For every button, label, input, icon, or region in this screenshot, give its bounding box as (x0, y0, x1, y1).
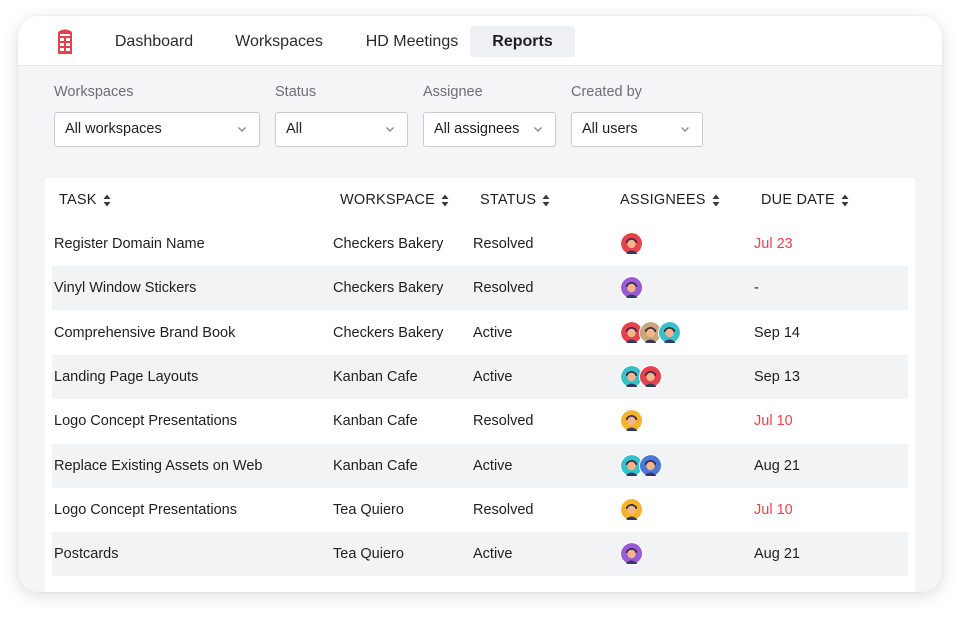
status-text: Active (473, 368, 513, 385)
workspace-name: Tea Quiero (333, 501, 404, 518)
assignee-filter-label: Assignee (423, 84, 483, 100)
assignee-avatars (620, 453, 663, 478)
assignee-avatars (620, 320, 682, 345)
chevron-down-icon (681, 127, 689, 132)
task-name: Landing Page Layouts (54, 368, 199, 385)
table-row[interactable]: Replace Existing Assets on Web Kanban Caf… (52, 443, 908, 488)
created-by-filter-label: Created by (571, 84, 642, 100)
chevron-down-icon (238, 127, 246, 132)
workspace-name: Checkers Bakery (333, 236, 444, 252)
due-date: - (754, 280, 759, 297)
table-row[interactable]: Logo Concept Presentations Tea Quiero Reso… (52, 488, 908, 532)
table-row[interactable]: Postcards Tea Quiero Active Aug 21 (52, 532, 908, 577)
sort-updown-icon (103, 194, 111, 206)
top-nav: Dashboard Workspaces HD Meetings Reports (18, 16, 942, 66)
tab-hd-meetings[interactable]: HD Meetings (365, 33, 459, 50)
chevron-down-icon (386, 127, 394, 132)
due-date: Aug 21 (754, 546, 800, 563)
phone-booth-icon[interactable] (56, 27, 74, 55)
due-date: Jul 10 (754, 413, 793, 430)
status-text: Resolved (473, 280, 534, 297)
status-text: Active (473, 324, 513, 341)
assignee-avatars (620, 542, 644, 567)
avatar[interactable] (620, 364, 644, 389)
avatar[interactable] (620, 276, 644, 301)
assignee-filter-select[interactable]: All assignees (423, 112, 556, 147)
assignee-filter-value: All assignees (434, 121, 520, 137)
assignee-avatars (620, 497, 644, 522)
assignee-avatars (620, 232, 644, 256)
chevron-down-icon (534, 127, 542, 132)
tab-reports[interactable]: Reports (470, 26, 575, 57)
table-row[interactable]: Landing Page Layouts Kanban Cafe Active Sep… (52, 354, 908, 399)
task-name: Comprehensive Brand Book (54, 324, 236, 341)
due-date: Jul 10 (754, 501, 793, 518)
table-row[interactable]: Comprehensive Brand Book Checkers Bakery A… (52, 311, 908, 355)
sort-updown-icon (712, 194, 720, 206)
sort-updown-icon (542, 194, 550, 206)
status-text: Active (473, 457, 513, 474)
sort-updown-icon (441, 194, 449, 206)
created-by-filter-value: All users (582, 121, 638, 137)
table-row[interactable]: Vinyl Window Stickers Checkers Bakery Reso… (52, 266, 908, 311)
workspace-name: Checkers Bakery (333, 324, 444, 341)
workspace-name: Tea Quiero (333, 546, 404, 563)
status-filter-label: Status (275, 84, 317, 100)
due-date: Jul 23 (754, 236, 793, 252)
avatar[interactable] (620, 542, 644, 567)
avatar[interactable] (620, 320, 644, 345)
assignee-avatars (620, 364, 663, 389)
header-assignees[interactable]: ASSIGNEES (620, 192, 720, 208)
assignee-avatars (620, 276, 644, 301)
avatar[interactable] (639, 364, 663, 389)
due-date: Sep 13 (754, 368, 800, 385)
workspaces-filter-value: All workspaces (65, 121, 162, 137)
task-name: Register Domain Name (54, 236, 205, 252)
workspaces-filter-select[interactable]: All workspaces (54, 112, 260, 147)
tasks-table: TASK WORKSPACE STATUS ASSIGNEES DUE DATE… (45, 178, 915, 592)
assignee-avatars (620, 409, 644, 434)
workspace-name: Kanban Cafe (333, 457, 418, 474)
avatar[interactable] (639, 320, 663, 345)
task-name: Logo Concept Presentations (54, 501, 237, 518)
due-date: Sep 14 (754, 324, 800, 341)
header-status[interactable]: STATUS (480, 192, 550, 208)
sort-updown-icon (841, 194, 849, 206)
app-window: Dashboard Workspaces HD Meetings Reports… (18, 16, 942, 592)
status-text: Resolved (473, 413, 534, 430)
header-task[interactable]: TASK (59, 192, 111, 208)
task-name: Postcards (54, 546, 119, 563)
table-row[interactable]: Logo Concept Presentations Kanban Cafe Res… (52, 399, 908, 443)
status-text: Active (473, 546, 513, 563)
avatar[interactable] (620, 232, 644, 256)
avatar[interactable] (639, 453, 663, 478)
due-date: Aug 21 (754, 457, 800, 474)
status-filter-value: All (286, 121, 303, 137)
avatar[interactable] (620, 497, 644, 522)
status-filter-select[interactable]: All (275, 112, 408, 147)
task-name: Replace Existing Assets on Web (54, 457, 263, 474)
task-name: Logo Concept Presentations (54, 413, 237, 430)
avatar[interactable] (620, 409, 644, 434)
workspace-name: Kanban Cafe (333, 413, 418, 430)
workspace-name: Checkers Bakery (333, 280, 444, 297)
tab-dashboard[interactable]: Dashboard (114, 33, 194, 50)
header-due-date[interactable]: DUE DATE (761, 192, 849, 208)
task-name: Vinyl Window Stickers (54, 280, 197, 297)
workspace-name: Kanban Cafe (333, 368, 418, 385)
header-workspace[interactable]: WORKSPACE (340, 192, 449, 208)
tab-workspaces[interactable]: Workspaces (235, 33, 323, 50)
status-text: Resolved (473, 236, 534, 252)
workspaces-filter-label: Workspaces (54, 84, 134, 100)
table-row[interactable]: Register Domain Name Checkers Bakery Resol… (52, 222, 908, 266)
status-text: Resolved (473, 501, 534, 518)
avatar[interactable] (658, 320, 682, 345)
created-by-filter-select[interactable]: All users (571, 112, 703, 147)
